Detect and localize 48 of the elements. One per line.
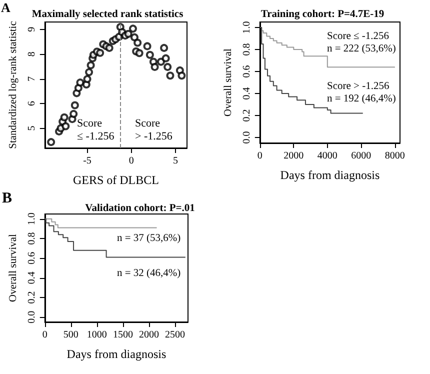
y-tick-label: 0.4 bbox=[241, 87, 252, 100]
y-tick-label: 0.4 bbox=[26, 272, 38, 284]
annotation: n = 37 (53,6%) bbox=[117, 232, 182, 244]
y-tick-label: 9 bbox=[26, 26, 38, 32]
x-tick-label: 2000 bbox=[284, 150, 304, 162]
y-tick-label: 0.8 bbox=[26, 232, 38, 245]
x-tick-label: 0 bbox=[128, 156, 134, 166]
x-tick-label: 0 bbox=[42, 330, 48, 340]
x-tick-label: 6000 bbox=[351, 150, 372, 162]
y-tick-label: 1.0 bbox=[241, 21, 252, 34]
x-tick-label: 8000 bbox=[384, 150, 405, 162]
y-tick-label: 0.6 bbox=[26, 252, 38, 264]
y-tick-label: 5 bbox=[26, 126, 38, 131]
x-axis-title: Days from diagnosis bbox=[280, 168, 380, 182]
y-tick-label: 0.2 bbox=[26, 291, 38, 304]
y-tick-label: 0.0 bbox=[26, 310, 38, 324]
text: B bbox=[2, 190, 12, 206]
y-tick-label: 0.6 bbox=[241, 65, 252, 78]
x-axis-title: Days from diagnosis bbox=[66, 347, 166, 361]
annotation: Score ≤ -1.256 bbox=[77, 118, 115, 142]
chart-title: Training cohort: P=4.7E-19 bbox=[260, 9, 384, 20]
text: A bbox=[1, 0, 11, 15]
y-tick-label: 0.2 bbox=[241, 109, 252, 122]
x-tick-label: 4000 bbox=[317, 150, 338, 162]
x-tick-label: 1000 bbox=[86, 330, 107, 340]
x-tick-label: 500 bbox=[63, 330, 78, 340]
y-tick-label: 8 bbox=[26, 52, 38, 57]
y-tick-label: 1.0 bbox=[26, 212, 38, 226]
x-tick-label: -5 bbox=[83, 156, 92, 166]
x-axis-title: GERS of DLBCL bbox=[72, 173, 159, 187]
chart-title: Maximally selected rank statistics bbox=[32, 9, 184, 20]
y-tick-label: 7 bbox=[26, 76, 38, 82]
x-tick-label: 0 bbox=[257, 150, 262, 162]
annotation: Score ≤ -1.256 n = 222 (53,6%) bbox=[327, 30, 396, 54]
chart-title: Validation cohort: P=.01 bbox=[85, 203, 195, 214]
x-tick-label: 1500 bbox=[112, 330, 133, 340]
y-axis-title: Overall survival bbox=[8, 234, 19, 302]
annotation: Score > -1.256 n = 192 (46,4%) bbox=[327, 80, 396, 104]
x-tick-label: 2000 bbox=[138, 330, 159, 340]
x-tick-label: 5 bbox=[173, 156, 178, 166]
y-tick-label: 6 bbox=[26, 101, 38, 106]
y-tick-label: 0.8 bbox=[241, 43, 252, 56]
x-tick-label: 2500 bbox=[164, 330, 185, 340]
annotation: Score > -1.256 bbox=[135, 118, 173, 142]
y-tick-label: 0.0 bbox=[241, 131, 252, 144]
y-axis-title: Overall survival bbox=[223, 48, 234, 116]
y-axis-title: Standardized log-rank statistic bbox=[8, 20, 19, 149]
annotation: n = 32 (46,4%) bbox=[117, 268, 182, 279]
